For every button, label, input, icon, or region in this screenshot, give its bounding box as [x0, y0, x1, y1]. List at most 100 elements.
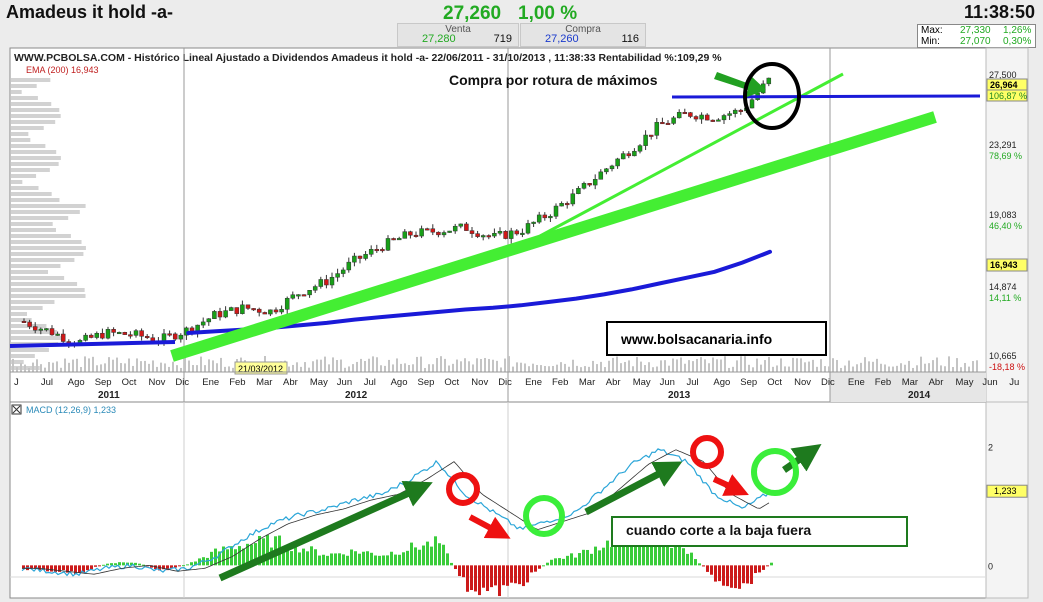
macd-histogram-bar — [106, 563, 109, 566]
candle-body — [150, 337, 156, 342]
candle-body — [60, 333, 66, 342]
volume-bar — [960, 367, 962, 372]
y-tick-label: 23,291 — [989, 140, 1017, 150]
volume-bar — [584, 366, 586, 372]
macd-histogram-bar — [186, 564, 189, 566]
macd-histogram-bar — [678, 543, 681, 566]
volume-bar — [560, 362, 562, 372]
volume-bar — [940, 365, 942, 372]
volume-bar — [744, 356, 746, 372]
x-month-label: Jul — [687, 377, 699, 388]
volume-bar — [48, 362, 50, 372]
volume-bar — [808, 361, 810, 372]
breakout-annotation: Compra por rotura de máximos — [449, 72, 658, 88]
volume-bar — [804, 362, 806, 372]
macd-histogram-bar — [410, 542, 413, 566]
macd-histogram-bar — [510, 565, 513, 583]
volume-bar — [892, 366, 894, 372]
macd-line — [21, 448, 770, 577]
volume-bar — [132, 365, 134, 372]
volume-bar — [888, 366, 890, 372]
volume-bar — [56, 361, 58, 372]
compra-box: Compra 27,260 116 — [520, 23, 646, 47]
venta-label: Venta — [445, 24, 471, 35]
candle-body — [721, 115, 727, 121]
volume-bar — [528, 366, 530, 372]
candle-body — [531, 221, 536, 224]
macd-label: MACD (12,26,9) 1,233 — [26, 405, 116, 415]
volume-bar — [484, 357, 486, 372]
candle-body — [402, 231, 408, 239]
volume-bar — [732, 366, 734, 372]
candle-body — [464, 223, 469, 231]
candle-body — [514, 230, 520, 235]
macd-histogram-bar — [734, 565, 737, 589]
volume-profile-bar — [11, 348, 49, 352]
volume-bar — [712, 357, 714, 372]
x-month-label: Abr — [283, 377, 298, 388]
volume-bar — [884, 364, 886, 372]
macd-histogram-bar — [666, 546, 669, 566]
macd-histogram-bar — [102, 564, 105, 566]
macd-histogram-bar — [542, 565, 545, 567]
volume-bar — [400, 363, 402, 372]
y-tick-label: 27,500 — [989, 70, 1017, 80]
volume-bar — [512, 366, 514, 372]
candle-body — [363, 254, 368, 259]
macd-histogram-bar — [762, 565, 765, 570]
min-value: 27,070 — [960, 36, 991, 47]
volume-bar — [824, 366, 826, 372]
x-month-label: Ene — [848, 377, 865, 388]
volume-bar — [772, 366, 774, 372]
candle-body — [564, 203, 570, 206]
volume-bar — [444, 358, 446, 372]
volume-bar — [296, 362, 298, 372]
x-month-label: Mar — [256, 377, 272, 388]
volume-bar — [820, 359, 822, 372]
volume-bar — [632, 366, 634, 372]
volume-bar — [952, 367, 954, 372]
volume-bar — [796, 358, 798, 372]
macd-histogram-bar — [486, 565, 489, 592]
volume-bar — [620, 363, 622, 372]
x-month-label: Feb — [875, 377, 891, 388]
candle-body — [480, 235, 486, 238]
macd-histogram-bar — [66, 565, 69, 573]
candle-body — [167, 333, 172, 336]
macd-histogram-bar — [366, 551, 369, 566]
volume-profile-bar — [11, 192, 52, 196]
volume-bar — [648, 362, 650, 372]
volume-profile-bar — [11, 204, 86, 208]
volume-bar — [668, 365, 670, 372]
volume-bar — [652, 367, 654, 372]
x-month-label: Oct — [767, 377, 782, 388]
volume-bar — [324, 356, 326, 372]
macd-histogram-bar — [742, 565, 745, 584]
volume-bar — [84, 356, 86, 372]
ema-label: EMA (200) 16,943 — [26, 65, 99, 75]
x-month-label: Nov — [149, 377, 166, 388]
macd-sell-circle-1 — [446, 472, 480, 506]
macd-histogram-bar — [534, 565, 537, 572]
volume-bar — [480, 358, 482, 372]
volume-bar — [576, 365, 578, 372]
volume-bar — [596, 364, 598, 372]
volume-bar — [368, 358, 370, 372]
macd-histogram-bar — [258, 535, 261, 566]
x-month-label: Dic — [498, 377, 512, 388]
volume-bar — [612, 357, 614, 372]
macd-histogram-bar — [630, 535, 633, 566]
volume-bar — [656, 366, 658, 372]
volume-profile-bar — [11, 318, 32, 322]
candle-body — [94, 332, 100, 338]
volume-bar — [384, 365, 386, 372]
volume-bar — [812, 359, 814, 372]
volume-bar — [380, 365, 382, 372]
x-month-label: Mar — [902, 377, 918, 388]
macd-histogram-bar — [82, 565, 85, 573]
candle-body — [536, 214, 542, 223]
candle-body — [49, 328, 55, 336]
volume-profile-bar — [11, 138, 31, 142]
volume-bar — [228, 366, 230, 372]
macd-histogram-bar — [618, 538, 621, 566]
